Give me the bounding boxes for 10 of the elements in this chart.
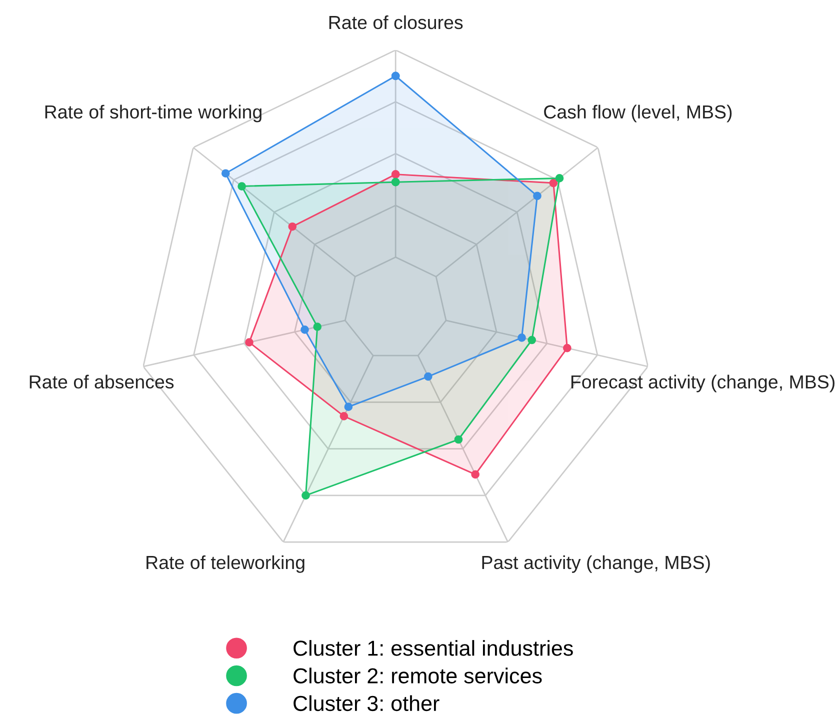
spoke-label: Rate of teleworking (146, 555, 304, 573)
legend-label: Cluster 2: remote services (294, 668, 542, 684)
spoke-label: Forecast activity (change, MBS) (571, 374, 834, 392)
spoke-label: Rate of short-time working (45, 104, 262, 122)
legend-label: Cluster 3: other (294, 695, 440, 712)
spoke-label: Rate of absences (30, 374, 174, 389)
spoke-label: Cash flow (level, MBS) (544, 104, 732, 122)
spoke-label: Rate of closures (329, 15, 463, 30)
legend-label: Cluster 1: essential industries (294, 640, 573, 656)
spoke-label: Past activity (change, MBS) (482, 555, 710, 573)
